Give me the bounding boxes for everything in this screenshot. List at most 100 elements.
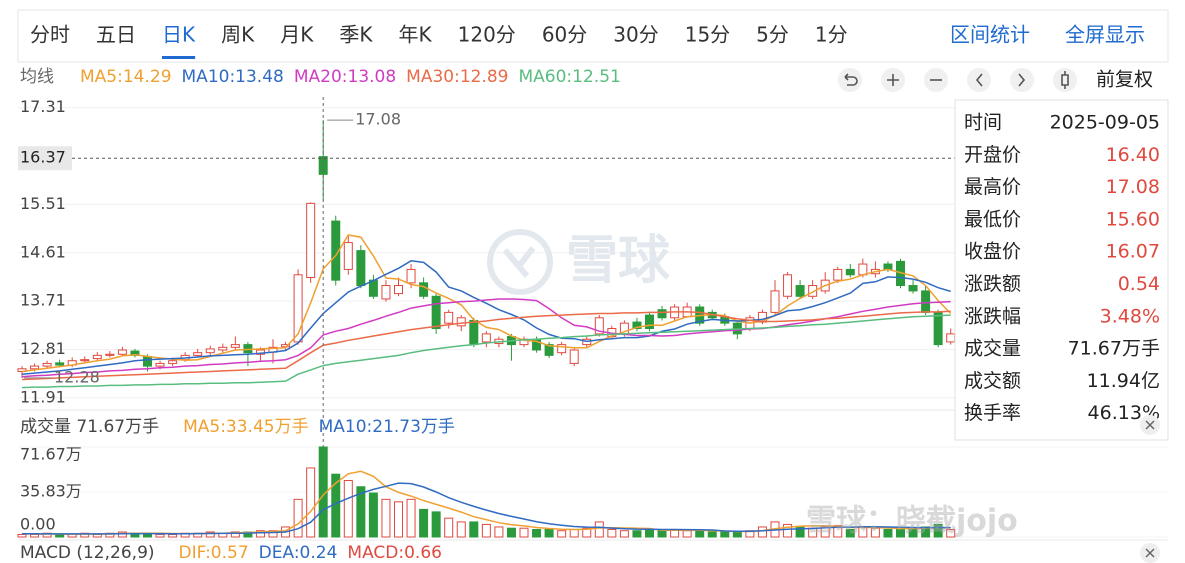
watermark-logo-mark [502, 246, 536, 278]
candle-body [783, 274, 793, 297]
volume-bar [607, 528, 617, 538]
tab[interactable]: 年K [399, 23, 433, 47]
candle-body [845, 268, 855, 276]
tab[interactable]: 1分 [815, 23, 848, 47]
volume-bar [732, 531, 742, 538]
ma-title: 均线 [20, 67, 54, 87]
candle-body [293, 274, 303, 343]
candle-body [657, 309, 667, 319]
legend-entry: MA5:14.29 [80, 67, 172, 87]
volume-bar [506, 527, 516, 538]
volume-bar [456, 521, 466, 538]
crosshair-label-box [18, 146, 72, 171]
tab[interactable]: 60分 [542, 23, 587, 47]
candle-style-button[interactable] [1053, 68, 1077, 92]
left-icon [975, 73, 983, 87]
tab[interactable]: 30分 [613, 23, 658, 47]
candle-body [632, 321, 642, 330]
legend-entry: MA60:12.51 [519, 67, 621, 87]
candle-body [406, 268, 416, 284]
tab[interactable]: 5分 [756, 23, 789, 47]
volume-bar [519, 527, 529, 538]
tab[interactable]: 120分 [458, 23, 516, 47]
volume-bar [444, 517, 454, 538]
fullscreen[interactable]: 全屏显示 [1065, 23, 1145, 47]
range-stats[interactable]: 区间统计 [950, 23, 1030, 47]
macd-title: MACD (12,26,9) [20, 543, 155, 563]
candle-body [92, 354, 102, 360]
volume-bar [783, 523, 793, 538]
candle-body [193, 352, 203, 356]
volume-bar [544, 528, 554, 538]
undo-icon [844, 73, 858, 86]
next-button[interactable] [1010, 68, 1034, 92]
candle-body [858, 263, 868, 276]
tab[interactable]: 周K [221, 23, 255, 47]
info-value: 0.54 [1118, 273, 1160, 295]
candle-body [55, 362, 65, 366]
volume-bar [795, 526, 805, 538]
info-panel [954, 99, 1169, 441]
credit-watermark: 雪球：晓截jojo [806, 504, 1018, 539]
volume-bar [293, 498, 303, 538]
tab[interactable]: 15分 [685, 23, 730, 47]
info-label: 收盘价 [964, 241, 1021, 263]
candle-body [356, 250, 366, 287]
candle-body [908, 285, 918, 292]
candle-body [205, 348, 215, 354]
volume-bar [833, 525, 843, 538]
tab[interactable]: 五日 [96, 23, 136, 47]
candle-body [833, 268, 843, 281]
info-label: 涨跌幅 [964, 305, 1021, 327]
volume-bar [845, 528, 855, 538]
info-value: 17.08 [1106, 176, 1160, 198]
candle-body [544, 344, 554, 356]
legend-entry: MA20:13.08 [294, 67, 396, 87]
close-icon [1145, 420, 1155, 430]
info-value: 16.07 [1106, 241, 1160, 263]
info-label: 开盘价 [964, 144, 1021, 166]
y-tick-label: 0.00 [20, 515, 56, 534]
candle-body [155, 362, 165, 367]
candle-body [645, 314, 654, 330]
y-tick-label: 15.51 [20, 194, 66, 213]
tab[interactable]: 月K [280, 23, 314, 47]
volume-bar [557, 530, 567, 538]
prev-button[interactable] [967, 68, 991, 92]
info-value: 3.48% [1100, 305, 1160, 327]
volume-title: 成交量 71.67万手 [20, 417, 159, 437]
info-label: 成交量 [964, 338, 1021, 360]
candle-body [381, 285, 391, 300]
volume-bar [255, 530, 265, 538]
volume-bar [368, 492, 378, 538]
volume-bar [205, 531, 215, 538]
volume-bar [594, 521, 604, 538]
low-marker-label: 12.28 [54, 367, 100, 386]
undo-button[interactable] [838, 68, 862, 92]
y-tick-label: 35.83万 [20, 482, 82, 501]
candle-body [795, 285, 805, 297]
info-label: 最高价 [964, 176, 1021, 198]
candle-body [230, 344, 240, 348]
candle-body [306, 202, 316, 278]
tab[interactable]: 分时 [30, 23, 70, 47]
y-tick-label: 17.31 [20, 97, 66, 116]
volume-bar [707, 531, 717, 538]
volume-bar [155, 533, 165, 538]
volume-bar [419, 508, 429, 538]
candle-body [331, 220, 341, 281]
volume-bar [757, 526, 767, 538]
volume-bar [582, 527, 592, 538]
volume-bar [632, 530, 642, 538]
candle-body [42, 362, 52, 367]
candle-body [168, 360, 178, 364]
y-tick-label: 14.61 [20, 242, 66, 261]
candle-body [883, 263, 893, 270]
tab[interactable]: 季K [339, 23, 373, 47]
adjust-mode[interactable]: 前复权 [1096, 69, 1153, 91]
watermark-logo [487, 229, 553, 295]
volume-ma-line [22, 482, 951, 535]
tab[interactable]: 日K [162, 23, 196, 47]
candle-body [469, 319, 479, 346]
